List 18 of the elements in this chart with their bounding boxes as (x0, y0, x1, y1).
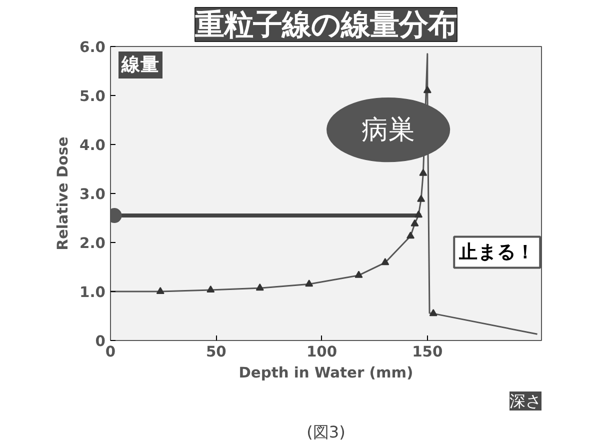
y-tick-label: 4.0 (80, 137, 106, 154)
x-axis-title: Depth in Water (mm) (238, 364, 414, 382)
text: (図3) (306, 422, 346, 442)
annotation: 止まる！ (458, 240, 536, 263)
y-tick-label: 6.0 (80, 39, 106, 56)
y-tick-label: 5.0 (80, 88, 106, 105)
x-tick-label: 100 (306, 344, 338, 360)
x-tick-label: 150 (412, 344, 443, 360)
chart-title: 重粒子線の線量分布 (194, 8, 457, 42)
x-tick-label: 50 (206, 344, 226, 360)
y-tick-label: 1.0 (80, 284, 106, 301)
y-axis-title: Relative Dose (54, 136, 72, 250)
annotation: 病巣 (361, 114, 416, 146)
y-tick-label: 0 (95, 333, 106, 350)
y-tick-label: 3.0 (80, 186, 106, 203)
annotation: 線量 (120, 54, 160, 76)
text: 深さ (510, 392, 542, 410)
y-tick-label: 2.0 (80, 235, 106, 252)
